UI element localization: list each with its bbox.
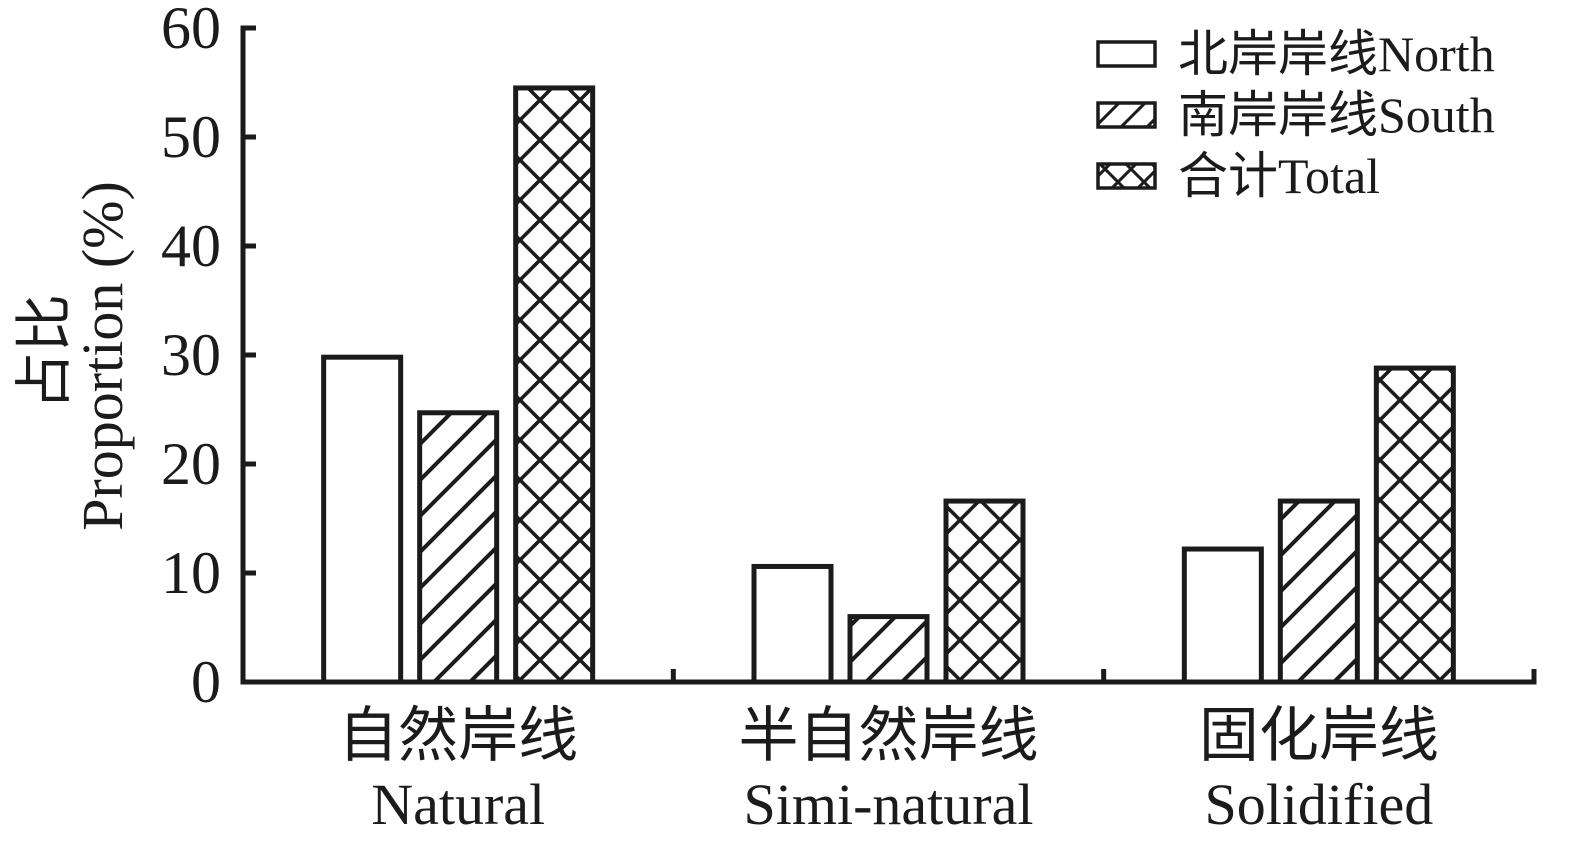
y-tick-label: 50 xyxy=(161,104,221,170)
x-category-label-en: Solidified xyxy=(1204,772,1433,837)
legend-label: 南岸岸线South xyxy=(1178,87,1495,143)
y-tick-label: 10 xyxy=(161,540,221,606)
bar-plain-simi-natural xyxy=(751,563,834,685)
bars xyxy=(321,85,1456,685)
legend-swatch-plain xyxy=(1096,40,1157,68)
legend-label: 合计Total xyxy=(1178,148,1380,204)
y-axis-title-zh: 占比 xyxy=(12,294,77,410)
y-axis-title-en: Proportion (%) xyxy=(70,181,135,531)
y-tick-label: 60 xyxy=(161,0,221,61)
y-tick-label: 20 xyxy=(161,431,221,497)
bar-diagonal-simi-natural xyxy=(847,614,930,685)
y-tick-label: 0 xyxy=(191,649,221,715)
x-category-label-en: Natural xyxy=(371,772,545,837)
y-tick-label: 30 xyxy=(161,322,221,388)
x-category-label-zh: 固化岸线 xyxy=(1199,703,1439,769)
bar-diagonal-natural xyxy=(417,410,500,685)
bar-crosshatch-solidified xyxy=(1373,365,1456,685)
y-tick-label: 40 xyxy=(161,213,221,279)
legend-label: 北岸岸线North xyxy=(1178,26,1495,82)
x-category-label-zh: 自然岸线 xyxy=(338,703,578,769)
bar-crosshatch-simi-natural xyxy=(943,498,1026,685)
x-category-label-zh: 半自然岸线 xyxy=(739,703,1039,769)
bar-plain-natural xyxy=(321,354,404,685)
legend-swatch-crosshatch xyxy=(1096,162,1157,190)
bar-plain-solidified xyxy=(1181,546,1264,685)
bar-diagonal-solidified xyxy=(1277,498,1360,685)
bar-crosshatch-natural xyxy=(513,85,596,685)
legend-swatch-diagonal xyxy=(1096,101,1157,129)
x-category-label-en: Simi-natural xyxy=(744,772,1034,837)
